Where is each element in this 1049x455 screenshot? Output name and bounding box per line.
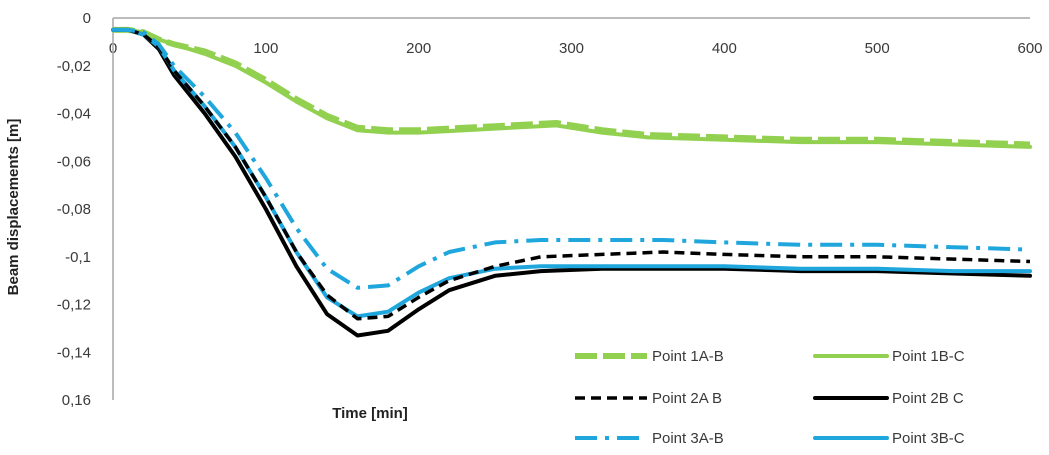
y-tick-label: -0,14 (57, 344, 91, 361)
y-tick-label: -0,12 (57, 297, 91, 314)
legend-label: Point 3B-C (892, 430, 965, 447)
legend-label: Point 3A-B (652, 430, 724, 447)
x-tick-label: 600 (1017, 40, 1042, 57)
y-tick-label: -0,08 (57, 201, 91, 218)
x-axis-title: Time [min] (332, 405, 408, 422)
series-line (113, 27, 1031, 290)
x-tick-label: 400 (712, 40, 737, 57)
x-axis: 0100200300400500600 Time [min] (109, 17, 1043, 422)
y-axis-title: Beam displacements [m] (5, 119, 22, 296)
legend-label: Point 2A B (652, 390, 722, 407)
y-tick-label: 0 (83, 10, 91, 27)
plot-area (111, 26, 1032, 338)
x-tick-label: 200 (406, 40, 431, 57)
legend: Point 1A-B Point 1B-C Point 2A B Point 2B C… (575, 348, 965, 447)
y-tick-label: -0,06 (57, 153, 91, 170)
y-tick-label: 0,16 (62, 392, 91, 409)
series-line (113, 28, 1031, 321)
x-tick-label: 100 (253, 40, 278, 57)
x-tick-label: 300 (559, 40, 584, 57)
series-line (111, 27, 1032, 149)
y-tick-label: -0,02 (57, 58, 91, 75)
legend-label: Point 2B C (892, 390, 964, 407)
legend-label: Point 1B-C (892, 348, 965, 365)
y-tick-label: -0,1 (65, 249, 91, 266)
y-tick-label: -0,04 (57, 106, 91, 123)
x-tick-label: 500 (865, 40, 890, 57)
y-axis: 0-0,02-0,04-0,06-0,08-0,1-0,12-0,140,16 … (5, 10, 114, 409)
series-line (111, 27, 1032, 338)
legend-label: Point 1A-B (652, 348, 724, 365)
